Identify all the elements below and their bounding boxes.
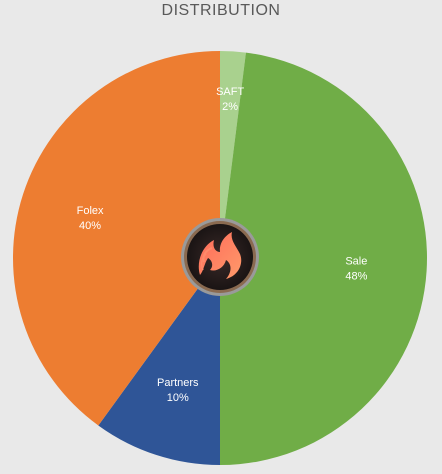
slice-label-partners: Partners (157, 377, 199, 389)
slice-label-saft: SAFT (216, 86, 244, 98)
slice-label-folex: Folex (77, 205, 104, 217)
pie-slices (13, 51, 427, 465)
chart-title: DISTRIBUTION (161, 2, 281, 19)
pie-slice-sale (220, 52, 427, 465)
slice-label-sale: Sale (345, 256, 367, 268)
slice-pct-partners: 10% (167, 392, 189, 404)
fox-flame-logo (181, 218, 259, 296)
slice-pct-saft: 2% (222, 101, 238, 113)
pie-slice-saft (220, 51, 246, 258)
pie-slice-partners (98, 258, 220, 465)
slice-pct-folex: 40% (79, 220, 101, 232)
slice-pct-sale: 48% (345, 271, 367, 283)
pie-slice-folex (13, 51, 221, 426)
pie-labels: SAFT 2% Sale 48% Partners 10% Folex 40% (77, 86, 368, 404)
